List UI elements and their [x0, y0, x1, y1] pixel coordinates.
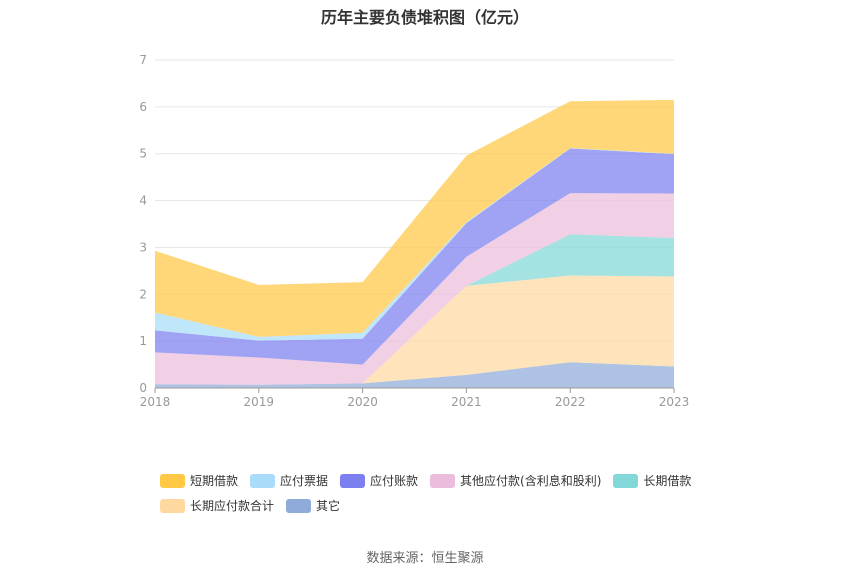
y-tick-label: 6 — [139, 100, 147, 114]
legend-item[interactable]: 短期借款 — [160, 472, 238, 489]
stacked-area-chart: 0 1 2 3 4 5 6 7 2018 2019 2020 2021 2022 2023 — [139, 53, 689, 409]
legend: 短期借款 应付票据 应付账款 其他应付款(含利息和股利) 长期借款长期应付款合计 其它 — [160, 472, 720, 514]
area-series-6 — [155, 99, 674, 337]
legend-label: 其它 — [316, 499, 341, 513]
x-tick-label: 2023 — [659, 395, 690, 409]
legend-label: 应付票据 — [280, 474, 329, 488]
x-tick-label: 2021 — [451, 395, 482, 409]
legend-label: 短期借款 — [190, 474, 239, 488]
area-series-1 — [155, 275, 674, 385]
legend-label: 长期应付款合计 — [190, 499, 275, 513]
legend-item[interactable]: 长期应付款合计 — [160, 497, 274, 514]
area-series-0 — [155, 362, 674, 388]
x-tick-label: 2018 — [140, 395, 171, 409]
y-tick-label: 2 — [139, 287, 147, 301]
y-tick-label: 1 — [139, 334, 147, 348]
legend-item[interactable]: 其它 — [286, 497, 340, 514]
legend-item[interactable]: 长期借款 — [613, 472, 691, 489]
x-tick-label: 2022 — [555, 395, 586, 409]
y-tick-label: 5 — [139, 147, 147, 161]
area-series-2 — [155, 234, 674, 385]
legend-label: 其他应付款(含利息和股利) — [460, 474, 602, 488]
legend-swatch — [286, 498, 312, 513]
legend-swatch — [340, 473, 366, 488]
x-tick-label: 2019 — [244, 395, 275, 409]
area-series-3 — [155, 193, 674, 385]
y-tick-label: 7 — [139, 53, 147, 67]
legend-swatch — [160, 473, 185, 488]
y-tick-label: 0 — [139, 381, 147, 395]
legend-label: 长期借款 — [643, 474, 692, 488]
legend-swatch — [430, 473, 456, 488]
area-series-4 — [155, 148, 674, 365]
source-note: 数据来源：恒生聚源 — [366, 551, 484, 566]
y-tick-label: 3 — [139, 240, 147, 254]
legend-item[interactable]: 应付账款 — [340, 472, 418, 489]
axes: 0 1 2 3 4 5 6 7 2018 2019 2020 2021 2022 2023 — [139, 53, 689, 409]
legend-item[interactable]: 应付票据 — [250, 472, 328, 489]
x-tick-label: 2020 — [347, 395, 378, 409]
area-series — [155, 99, 674, 388]
legend-swatch — [160, 498, 185, 513]
legend-label: 应付账款 — [370, 474, 419, 488]
legend-swatch — [613, 473, 639, 488]
legend-swatch — [250, 473, 276, 488]
y-tick-label: 4 — [139, 194, 147, 208]
chart-title: 历年主要负债堆积图（亿元） — [320, 8, 529, 27]
legend-item[interactable]: 其他应付款(含利息和股利) — [430, 472, 601, 489]
